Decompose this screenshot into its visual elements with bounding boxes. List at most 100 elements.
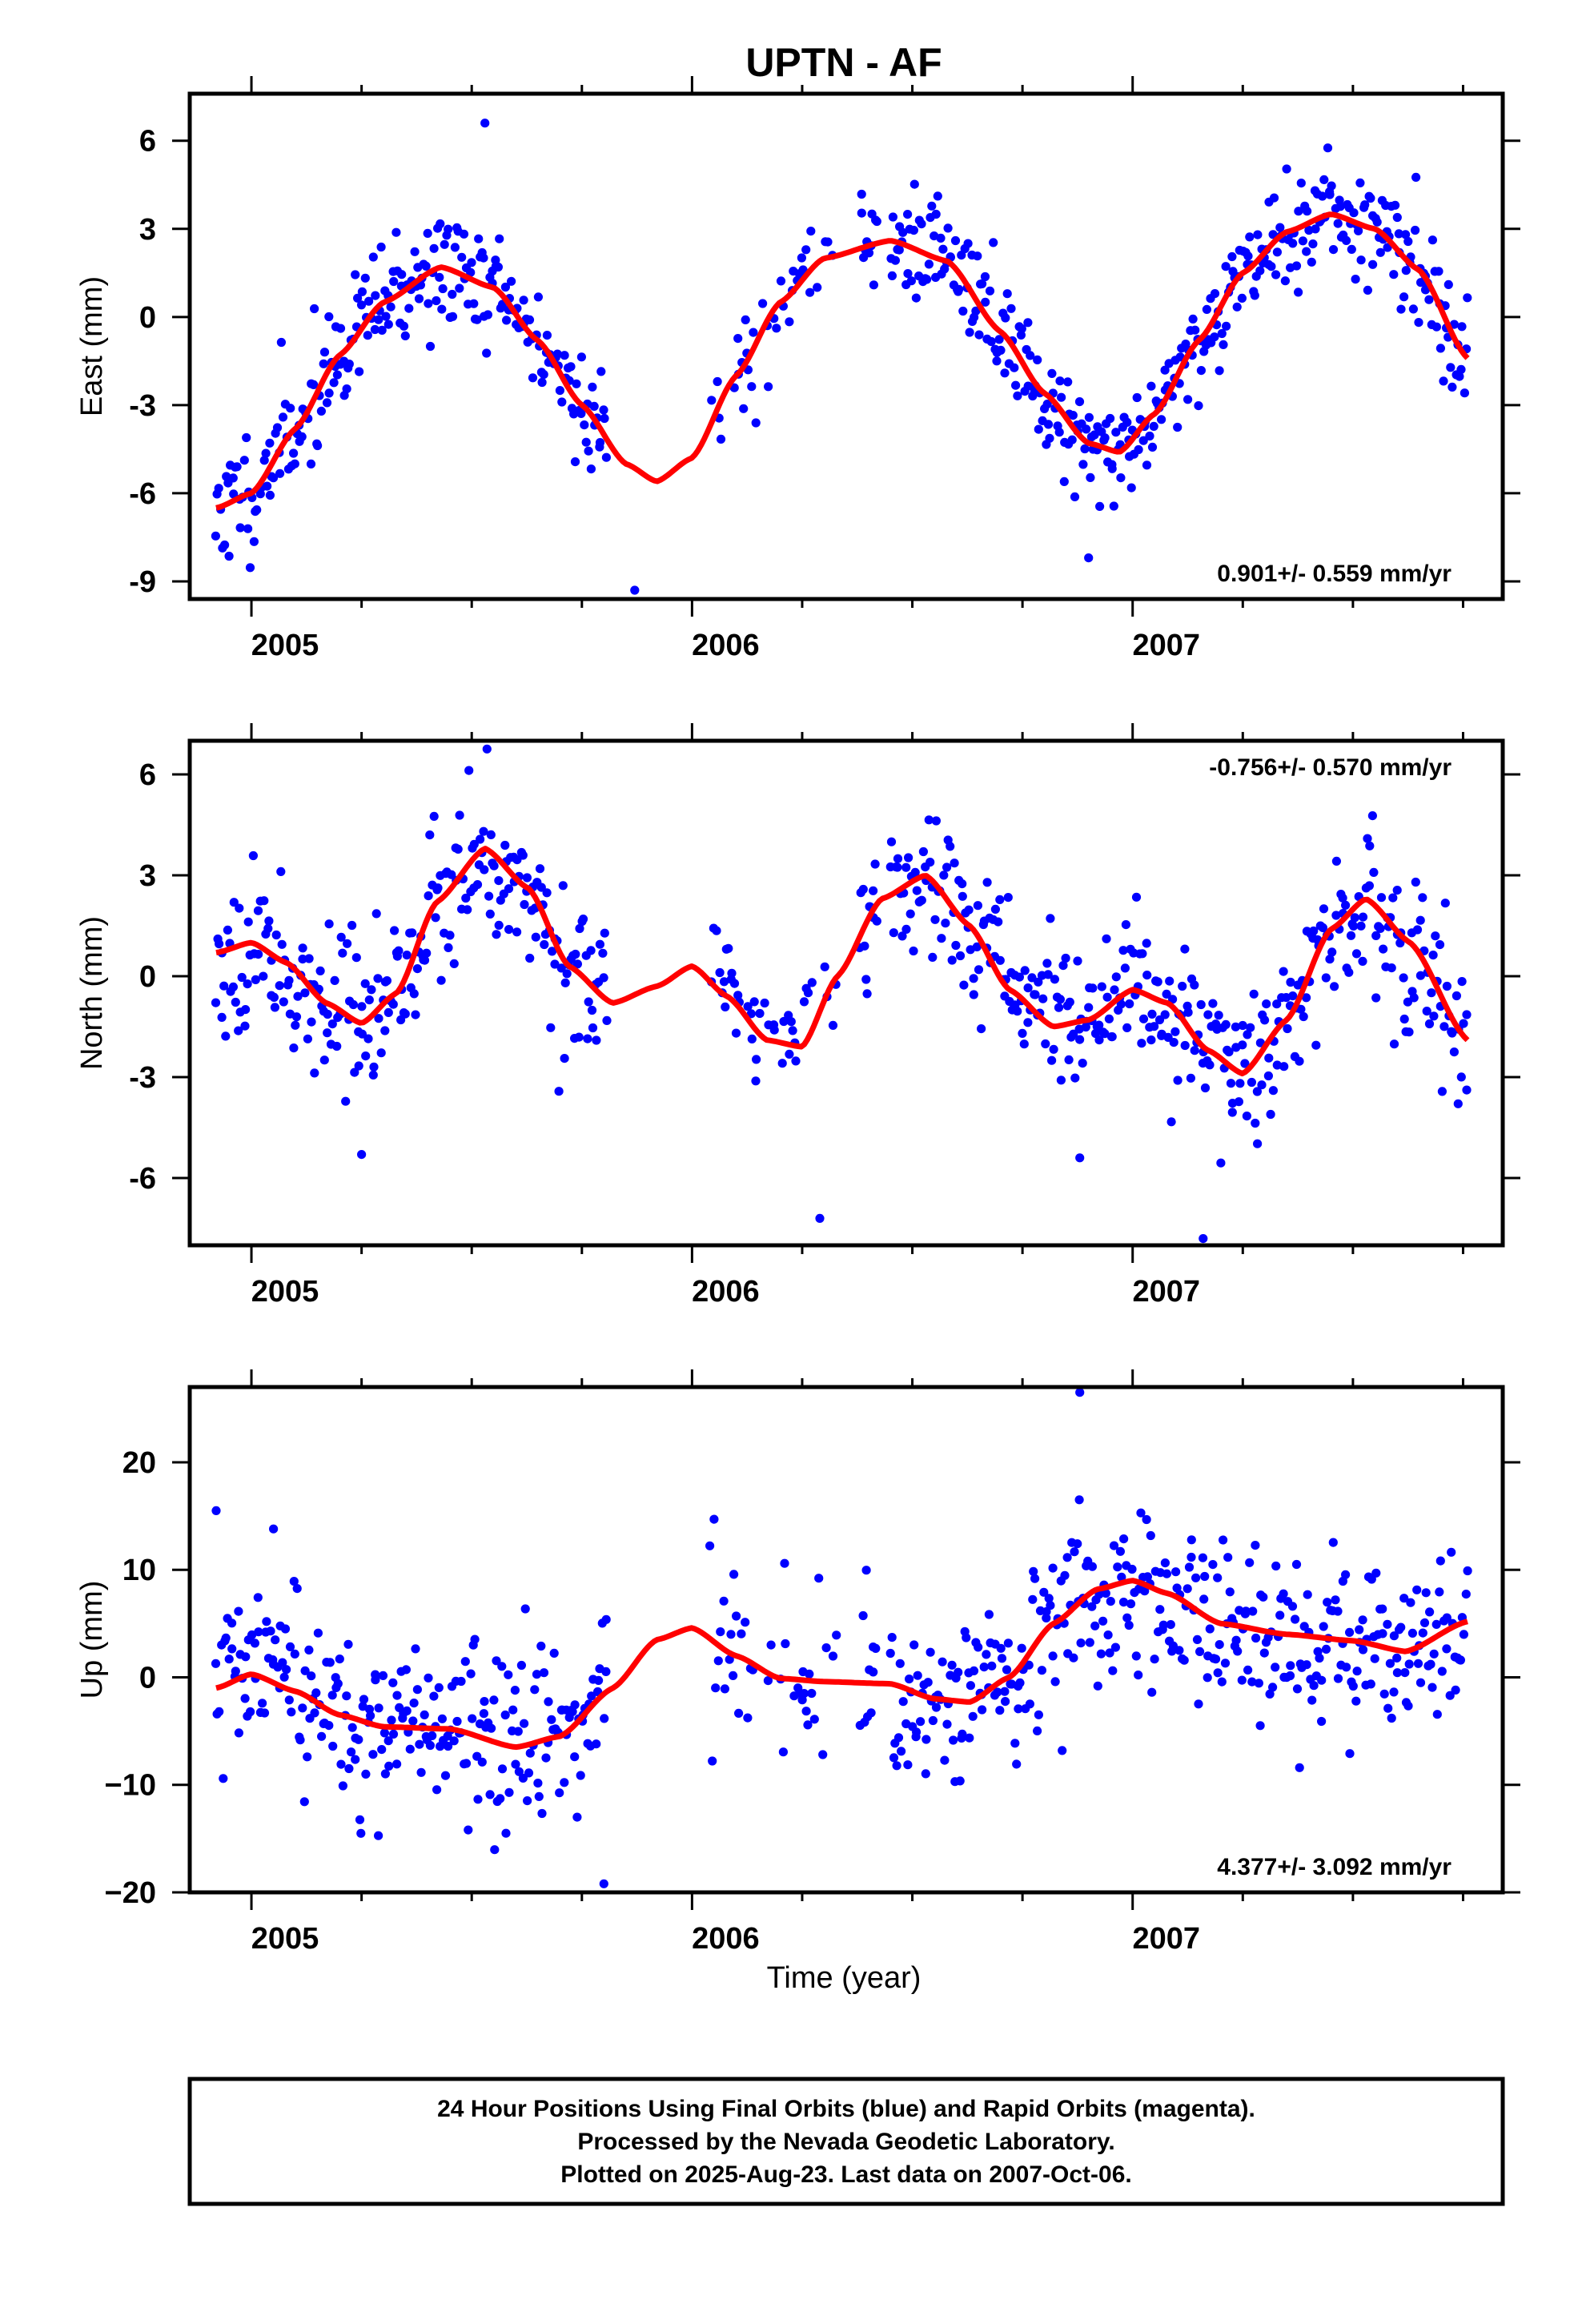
data-point — [1327, 947, 1337, 957]
data-point — [769, 1025, 779, 1035]
data-point — [821, 1643, 831, 1653]
data-point — [357, 1150, 367, 1160]
data-point — [369, 1062, 379, 1072]
data-point — [338, 948, 347, 958]
data-point — [823, 237, 833, 247]
data-point — [1057, 392, 1066, 402]
data-point — [888, 212, 897, 222]
x-tick-label: 2006 — [692, 629, 760, 662]
data-point — [913, 1671, 922, 1680]
data-point — [1455, 372, 1464, 381]
data-point — [992, 356, 1002, 366]
data-point — [1017, 324, 1026, 334]
data-point — [1435, 1556, 1445, 1566]
y-tick-label: −10 — [105, 1769, 156, 1803]
data-point — [1291, 1614, 1300, 1624]
data-point — [279, 997, 288, 1007]
data-point — [1226, 1079, 1236, 1088]
data-point — [1200, 1571, 1210, 1582]
data-point — [338, 1781, 347, 1791]
data-point — [1424, 295, 1434, 304]
data-point — [760, 998, 769, 1008]
data-point — [554, 1087, 564, 1096]
data-point — [909, 1640, 919, 1650]
east-points — [211, 119, 1472, 595]
data-point — [1451, 1685, 1460, 1695]
data-point — [1208, 999, 1218, 1008]
data-point — [367, 985, 376, 995]
data-point — [1392, 212, 1402, 223]
data-point — [259, 896, 269, 906]
data-point — [344, 1763, 354, 1774]
data-point — [1047, 1055, 1057, 1065]
data-point — [485, 909, 495, 919]
data-point — [1379, 944, 1388, 954]
data-point — [969, 974, 978, 983]
data-point — [1010, 1739, 1020, 1748]
data-point — [576, 1771, 585, 1780]
data-point — [448, 312, 458, 321]
data-point — [1345, 1627, 1355, 1637]
y-tick-label: 0 — [139, 1661, 156, 1695]
data-point — [1171, 1567, 1181, 1577]
data-point — [1086, 472, 1095, 483]
data-point — [575, 923, 584, 934]
data-point — [1073, 1539, 1082, 1549]
footer-box: 24 Hour Positions Using Final Orbits (bl… — [187, 2077, 1505, 2206]
y-tick-label: 0 — [139, 301, 156, 335]
data-point — [500, 282, 511, 292]
data-point — [325, 1658, 335, 1667]
data-point — [1294, 207, 1303, 216]
data-point — [388, 1729, 399, 1739]
data-point — [583, 1034, 592, 1043]
data-point — [480, 865, 489, 875]
data-point — [356, 300, 367, 310]
y-tick-label: -3 — [129, 1061, 156, 1095]
data-point — [1122, 1023, 1132, 1032]
data-point — [560, 1778, 569, 1787]
data-point — [1213, 1668, 1223, 1678]
data-point — [1132, 392, 1142, 403]
data-point — [1309, 926, 1319, 936]
data-point — [306, 459, 316, 469]
data-point — [1389, 270, 1399, 279]
data-point — [229, 898, 239, 907]
data-point — [243, 979, 252, 989]
data-point — [1097, 982, 1106, 991]
data-point — [249, 537, 259, 546]
data-point — [1023, 983, 1033, 993]
data-point — [1073, 956, 1082, 966]
data-point — [1046, 914, 1055, 923]
data-point — [1403, 1701, 1413, 1711]
data-point — [959, 980, 969, 990]
data-point — [709, 1514, 719, 1524]
data-point — [1088, 983, 1098, 993]
data-point — [727, 968, 737, 978]
data-point — [814, 1574, 824, 1583]
data-point — [1217, 328, 1227, 339]
data-point — [1094, 1035, 1104, 1045]
data-point — [421, 261, 431, 271]
data-point — [1246, 1023, 1255, 1032]
data-point — [1311, 1040, 1321, 1050]
data-point — [910, 867, 920, 877]
data-point — [1411, 877, 1420, 887]
data-point — [1029, 1566, 1038, 1576]
data-point — [1125, 999, 1134, 1009]
data-point — [289, 1043, 299, 1053]
data-point — [755, 1008, 765, 1019]
data-point — [343, 1639, 353, 1649]
data-point — [1110, 985, 1119, 995]
data-point — [1196, 999, 1206, 1010]
up-plot-frame — [187, 1385, 1505, 1895]
data-point — [788, 1026, 797, 1035]
data-point — [828, 1020, 838, 1030]
data-point — [1138, 949, 1147, 959]
x-tick-label: 2005 — [251, 1922, 319, 1956]
data-point — [1267, 262, 1276, 271]
data-point — [1296, 1004, 1306, 1014]
data-point — [479, 1709, 489, 1719]
data-point — [801, 1707, 811, 1716]
data-point — [1287, 1602, 1298, 1611]
data-point — [224, 551, 234, 561]
